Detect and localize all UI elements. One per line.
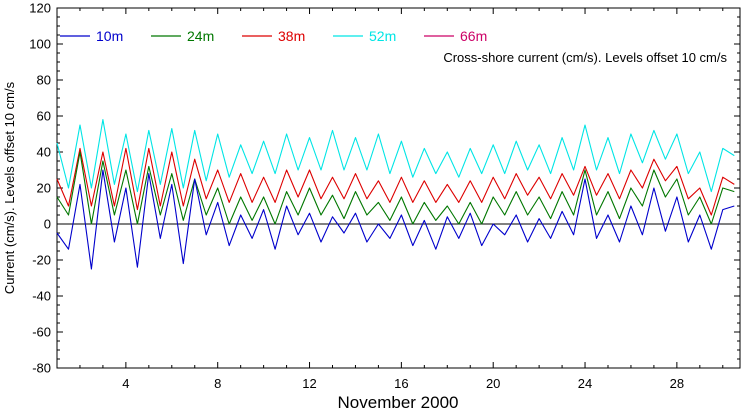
x-tick-label: 8 <box>214 376 221 391</box>
series-line-38m <box>56 147 735 216</box>
x-axis: 4 8 12 16 20 24 28 <box>79 8 724 391</box>
y-tick-label: 0 <box>44 217 51 232</box>
x-tick-label: 24 <box>578 376 592 391</box>
y-tick-label: 40 <box>37 145 51 160</box>
x-tick-label: 4 <box>122 376 129 391</box>
series-line-52m <box>56 119 735 193</box>
legend-label: 10m <box>96 28 123 44</box>
annotation: Cross-shore current (cm/s). Levels offse… <box>443 50 727 65</box>
y-tick-label: 20 <box>37 181 51 196</box>
x-axis-title: November 2000 <box>338 393 459 412</box>
legend-label: 24m <box>187 28 214 44</box>
y-tick-label: -20 <box>32 253 51 268</box>
series-line-24m <box>56 151 735 225</box>
series-group <box>56 119 735 270</box>
y-tick-label: 120 <box>29 1 51 16</box>
legend-label: 66m <box>460 28 487 44</box>
legend-label: 52m <box>369 28 396 44</box>
x-tick-label: 16 <box>394 376 408 391</box>
legend: 10m 24m 38m 52m 66m <box>60 28 487 44</box>
legend-label: 38m <box>278 28 305 44</box>
x-tick-label: 12 <box>302 376 316 391</box>
y-tick-label: 100 <box>29 37 51 52</box>
x-tick-label: 28 <box>670 376 684 391</box>
y-tick-label: -80 <box>32 361 51 376</box>
y-tick-label: -40 <box>32 289 51 304</box>
x-tick-label: 20 <box>486 376 500 391</box>
y-axis: -80 -60 -40 -20 0 20 40 60 80 100 120 <box>29 1 740 376</box>
series-line-10m <box>56 169 735 270</box>
y-tick-label: -60 <box>32 325 51 340</box>
y-tick-label: 60 <box>37 109 51 124</box>
y-tick-label: 80 <box>37 73 51 88</box>
y-axis-title: Current (cm/s). Levels offset 10 cm/s <box>2 81 17 294</box>
